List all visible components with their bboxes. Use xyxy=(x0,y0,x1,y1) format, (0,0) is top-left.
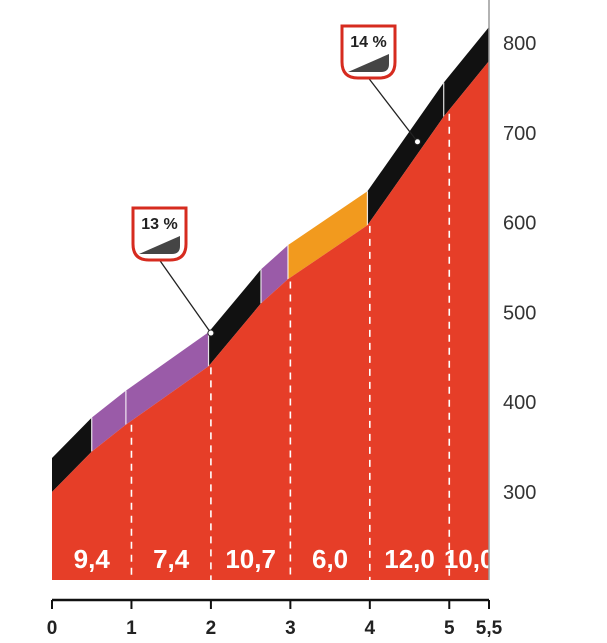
x-tick-label: 5,5 xyxy=(476,618,503,639)
x-tick-label: 3 xyxy=(285,618,296,639)
max-gradient-label: 13 % xyxy=(141,216,177,233)
x-tick-label: 4 xyxy=(365,618,376,639)
y-tick-label: 700 xyxy=(503,123,536,145)
y-tick-label: 300 xyxy=(503,482,536,504)
gradient-band xyxy=(443,26,489,117)
gradient-band xyxy=(287,191,368,280)
y-tick-label: 500 xyxy=(503,302,536,324)
y-tick-label: 600 xyxy=(503,213,536,235)
badge-slope-icon xyxy=(139,236,180,254)
y-tick-label: 400 xyxy=(503,392,536,414)
x-tick-label: 2 xyxy=(206,618,217,639)
gradient-band xyxy=(52,417,92,492)
kilometer-dividers xyxy=(130,113,451,580)
gradient-band xyxy=(260,245,288,304)
badge-marker-dot xyxy=(413,138,421,146)
segment-gradients: 9,4 7,4 10,7 6,0 12,0 10,0 xyxy=(74,544,495,574)
x-axis-ticks: 0 1 2 3 4 5 5,5 xyxy=(47,600,503,639)
gradient-band xyxy=(208,269,261,367)
elevation-area xyxy=(52,60,489,580)
badge-slope-icon xyxy=(348,54,389,72)
segment-gradient-label: 6,0 xyxy=(312,544,348,574)
gradient-band xyxy=(125,332,209,425)
segment-gradient-label: 10,0 xyxy=(444,544,495,574)
segment-gradient-label: 10,7 xyxy=(225,544,276,574)
y-axis-ticks: 300 400 500 600 700 800 xyxy=(503,33,536,504)
x-tick-label: 0 xyxy=(47,618,58,639)
max-gradient-label: 14 % xyxy=(350,34,386,51)
badge-marker-dot xyxy=(207,329,215,337)
y-tick-label: 800 xyxy=(503,33,536,55)
x-tick-label: 5 xyxy=(444,618,455,639)
segment-gradient-label: 7,4 xyxy=(153,544,190,574)
gradient-band xyxy=(367,82,444,226)
max-gradient-badges: 13 % 14 % xyxy=(131,24,421,337)
gradient-band xyxy=(91,390,126,452)
gradient-bands xyxy=(52,26,489,492)
segment-gradient-label: 9,4 xyxy=(74,544,111,574)
segment-gradient-label: 12,0 xyxy=(384,544,435,574)
badge-leader-line xyxy=(367,77,419,143)
badge-leader-line xyxy=(158,259,212,334)
x-tick-label: 1 xyxy=(126,618,137,639)
